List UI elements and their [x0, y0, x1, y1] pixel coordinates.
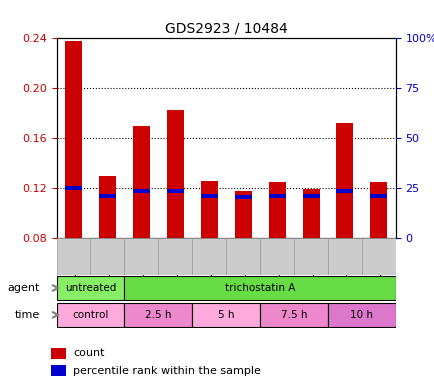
Bar: [133, 189, 149, 192]
Text: agent: agent: [7, 283, 39, 293]
Bar: [51, 365, 66, 376]
Bar: [336, 189, 352, 192]
Bar: [56, 303, 124, 327]
Text: 7.5 h: 7.5 h: [280, 310, 306, 320]
Bar: [56, 276, 124, 300]
Bar: [124, 238, 158, 275]
Bar: [370, 194, 387, 197]
Bar: [99, 176, 116, 238]
Bar: [167, 109, 184, 238]
Bar: [56, 238, 90, 275]
Bar: [327, 303, 395, 327]
Bar: [302, 194, 319, 197]
Bar: [361, 238, 395, 275]
Bar: [90, 238, 124, 275]
Bar: [201, 194, 217, 197]
Text: 2.5 h: 2.5 h: [145, 310, 171, 320]
Bar: [124, 303, 192, 327]
Text: time: time: [14, 310, 39, 320]
Text: trichostatin A: trichostatin A: [224, 283, 295, 293]
Bar: [260, 303, 327, 327]
Bar: [302, 189, 319, 238]
Bar: [226, 238, 260, 275]
Title: GDS2923 / 10484: GDS2923 / 10484: [164, 22, 287, 36]
Bar: [65, 41, 82, 238]
Bar: [327, 238, 361, 275]
Bar: [268, 194, 285, 197]
Text: count: count: [73, 348, 104, 358]
Bar: [260, 238, 293, 275]
Bar: [192, 238, 226, 275]
Bar: [268, 182, 285, 238]
Bar: [99, 194, 116, 197]
Bar: [158, 238, 192, 275]
Bar: [201, 180, 217, 238]
Bar: [293, 238, 327, 275]
Bar: [124, 276, 395, 300]
Bar: [370, 182, 387, 238]
Bar: [167, 189, 184, 192]
Bar: [65, 186, 82, 190]
Text: percentile rank within the sample: percentile rank within the sample: [73, 366, 260, 376]
Text: untreated: untreated: [65, 283, 116, 293]
Bar: [234, 195, 251, 199]
Text: 10 h: 10 h: [350, 310, 372, 320]
Bar: [192, 303, 260, 327]
Bar: [51, 348, 66, 359]
Bar: [234, 190, 251, 238]
Text: control: control: [72, 310, 108, 320]
Bar: [336, 123, 352, 238]
Bar: [133, 126, 149, 238]
Text: 5 h: 5 h: [217, 310, 234, 320]
